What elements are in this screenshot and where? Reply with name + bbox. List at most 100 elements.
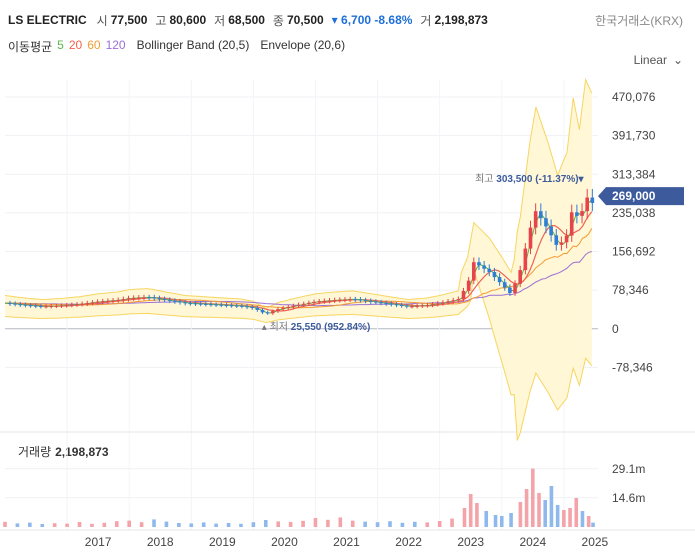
bollinger-upper-line xyxy=(4,77,593,309)
volume-bar xyxy=(388,521,392,527)
candle-body xyxy=(384,302,388,304)
candle-body xyxy=(379,302,383,304)
candle-body xyxy=(332,300,337,302)
ma120-label[interactable]: 120 xyxy=(105,38,126,52)
candle-body xyxy=(33,305,38,307)
current-price-label: 269,000 xyxy=(612,189,656,203)
candle-body xyxy=(245,306,249,308)
candle-body xyxy=(28,305,33,307)
volume-bar xyxy=(350,520,355,527)
y-tick-label: -78,346 xyxy=(612,360,653,374)
candle-body xyxy=(13,303,17,305)
candle-body xyxy=(523,248,528,271)
candle-body xyxy=(204,303,208,305)
candle-body xyxy=(301,303,306,305)
candle-body xyxy=(265,312,270,314)
x-tick-label: 2022 xyxy=(395,535,422,549)
candle-body xyxy=(363,300,368,302)
candle-body xyxy=(95,301,100,303)
volume-panel-label: 거래량 2,198,873 xyxy=(18,443,109,460)
candle-body xyxy=(18,304,23,306)
candle-body xyxy=(353,299,358,301)
candle-body xyxy=(580,211,584,216)
volume-bar xyxy=(586,516,591,527)
volume-bar xyxy=(437,521,442,527)
candle-body xyxy=(162,299,167,301)
volume-bar xyxy=(40,524,45,527)
stock-summary: LS ELECTRIC 시 77,500 고 80,600 저 68,500 종… xyxy=(8,8,496,32)
candle-body xyxy=(224,305,229,307)
candle-body xyxy=(49,306,53,308)
scale-dropdown[interactable]: Linear ⌄ xyxy=(634,53,683,67)
low-label: 저 xyxy=(214,13,226,28)
candle-body xyxy=(240,305,244,307)
candle-body xyxy=(90,302,95,304)
candle-body xyxy=(405,305,409,307)
candle-body xyxy=(482,265,486,269)
x-tick-label: 2018 xyxy=(147,535,174,549)
y-tick-label: 78,346 xyxy=(612,283,649,297)
candle-body xyxy=(106,300,110,302)
candle-body xyxy=(544,218,548,227)
volume-bar xyxy=(413,521,417,527)
high-label: 고 xyxy=(155,13,167,28)
chevron-down-icon: ⌄ xyxy=(672,53,683,67)
open-value: 77,500 xyxy=(110,13,148,27)
volume-bar xyxy=(114,521,119,527)
candle-body xyxy=(466,280,471,291)
volume-bar xyxy=(549,486,554,527)
ma5-label[interactable]: 5 xyxy=(57,38,64,52)
candle-body xyxy=(198,303,203,305)
volume-bar xyxy=(568,508,572,527)
x-tick-label: 2024 xyxy=(519,535,546,549)
envelope-label[interactable]: Envelope (20,6) xyxy=(260,38,346,52)
ma60-label[interactable]: 60 xyxy=(87,38,101,52)
volume-bar xyxy=(562,510,566,527)
candle-body xyxy=(425,305,430,307)
candle-body xyxy=(126,298,131,300)
candle-body xyxy=(183,302,187,304)
max-annotation: 최고 303,500 (-11.37%)▾ xyxy=(475,173,584,185)
bollinger-label[interactable]: Bollinger Band (20,5) xyxy=(136,38,250,52)
candle-body xyxy=(502,282,507,288)
candle-body xyxy=(564,235,569,243)
ma20-label[interactable]: 20 xyxy=(68,38,83,52)
x-tick-label: 2019 xyxy=(209,535,236,549)
candle-body xyxy=(209,304,213,306)
candle-body xyxy=(59,305,64,307)
volume-tick-label: 29.1m xyxy=(612,462,645,476)
volume-bar xyxy=(77,522,82,527)
candle-body xyxy=(229,305,234,307)
volume-bar xyxy=(28,522,32,527)
low-value: 68,500 xyxy=(228,13,265,27)
candle-body xyxy=(296,304,301,306)
volume-bar xyxy=(15,523,20,527)
change-value: ▾ 6,700 -8.68% xyxy=(331,13,413,27)
volume-label: 거 xyxy=(420,13,432,28)
candle-body xyxy=(276,309,280,312)
volume-bar xyxy=(127,520,131,527)
volume-panel-last: 2,198,873 xyxy=(55,445,109,459)
candle-body xyxy=(157,298,162,300)
candle-body xyxy=(178,301,182,303)
volume-bar xyxy=(338,517,343,527)
candle-body xyxy=(389,303,394,305)
volume-bar xyxy=(102,522,107,527)
y-tick-label: 313,384 xyxy=(612,167,656,181)
candle-body xyxy=(461,290,466,300)
x-tick-label: 2017 xyxy=(85,535,112,549)
candle-body xyxy=(533,211,538,228)
x-tick-label: 2025 xyxy=(582,535,609,549)
ma-label: 이동평균 xyxy=(8,40,53,54)
volume-panel-title: 거래량 xyxy=(18,445,52,459)
volume-bar xyxy=(301,520,305,527)
scale-mode-label: Linear xyxy=(633,53,667,67)
candle-body xyxy=(307,302,311,304)
candle-body xyxy=(291,305,296,307)
candle-body xyxy=(312,301,316,303)
y-tick-label: 470,076 xyxy=(612,90,656,104)
volume-bar xyxy=(239,523,243,527)
x-tick-label: 2023 xyxy=(457,535,484,549)
candle-body xyxy=(219,304,224,306)
